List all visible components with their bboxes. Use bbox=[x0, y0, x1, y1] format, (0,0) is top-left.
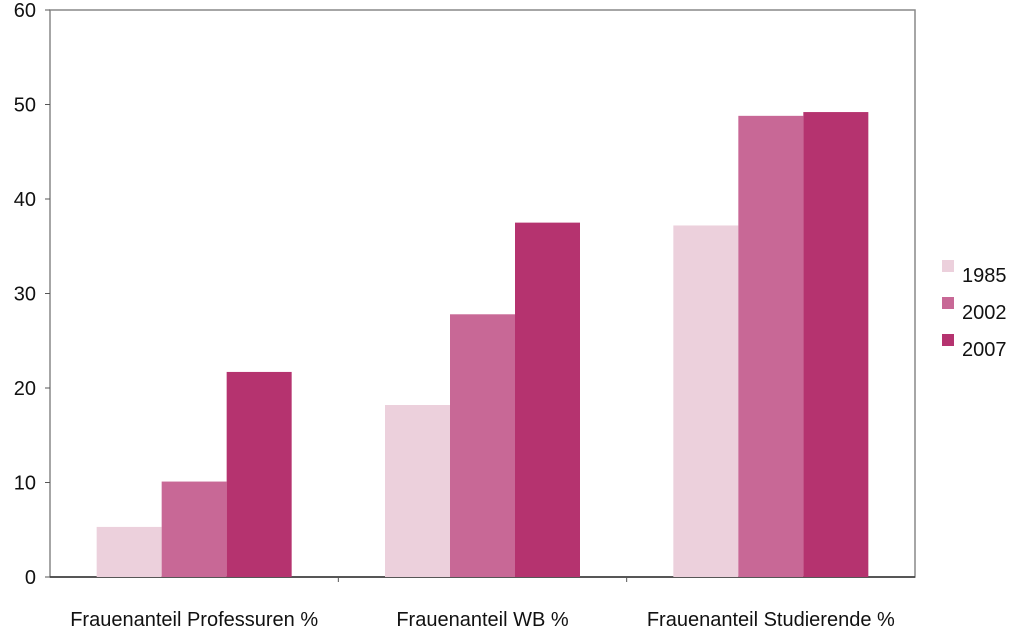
x-category-label: Frauenanteil WB % bbox=[396, 609, 569, 630]
bar-2007 bbox=[803, 112, 869, 577]
legend-label: 2007 bbox=[962, 339, 1007, 361]
y-tick-label: 60 bbox=[14, 0, 36, 22]
bar-1985 bbox=[673, 225, 739, 577]
x-axis: Frauenanteil Professuren % Frauenanteil W… bbox=[70, 577, 895, 630]
y-tick-label: 40 bbox=[14, 189, 36, 211]
x-category-label: Frauenanteil Studierende % bbox=[647, 609, 895, 630]
bars bbox=[96, 112, 869, 577]
y-tick-label: 0 bbox=[25, 567, 36, 589]
x-category-label: Frauenanteil Professuren % bbox=[70, 609, 318, 630]
legend-swatch bbox=[942, 297, 954, 309]
y-tick-label: 30 bbox=[14, 284, 36, 306]
legend-label: 1985 bbox=[962, 265, 1007, 287]
bar-2002 bbox=[738, 115, 804, 577]
legend-swatch bbox=[942, 334, 954, 346]
y-tick-label: 10 bbox=[14, 473, 36, 495]
bar-2007 bbox=[515, 222, 580, 577]
bar-2002 bbox=[161, 481, 227, 577]
legend-label: 2002 bbox=[962, 302, 1007, 324]
legend: 1985 2002 2007 bbox=[942, 260, 1007, 361]
bar-2002 bbox=[450, 314, 515, 577]
bar-2007 bbox=[226, 371, 292, 577]
y-tick-label: 50 bbox=[14, 95, 36, 117]
y-tick-label: 20 bbox=[14, 378, 36, 400]
y-axis: 0 10 20 30 40 50 60 bbox=[14, 0, 50, 589]
bar-1985 bbox=[96, 526, 162, 577]
legend-swatch bbox=[942, 260, 954, 272]
bar-1985 bbox=[385, 405, 450, 577]
